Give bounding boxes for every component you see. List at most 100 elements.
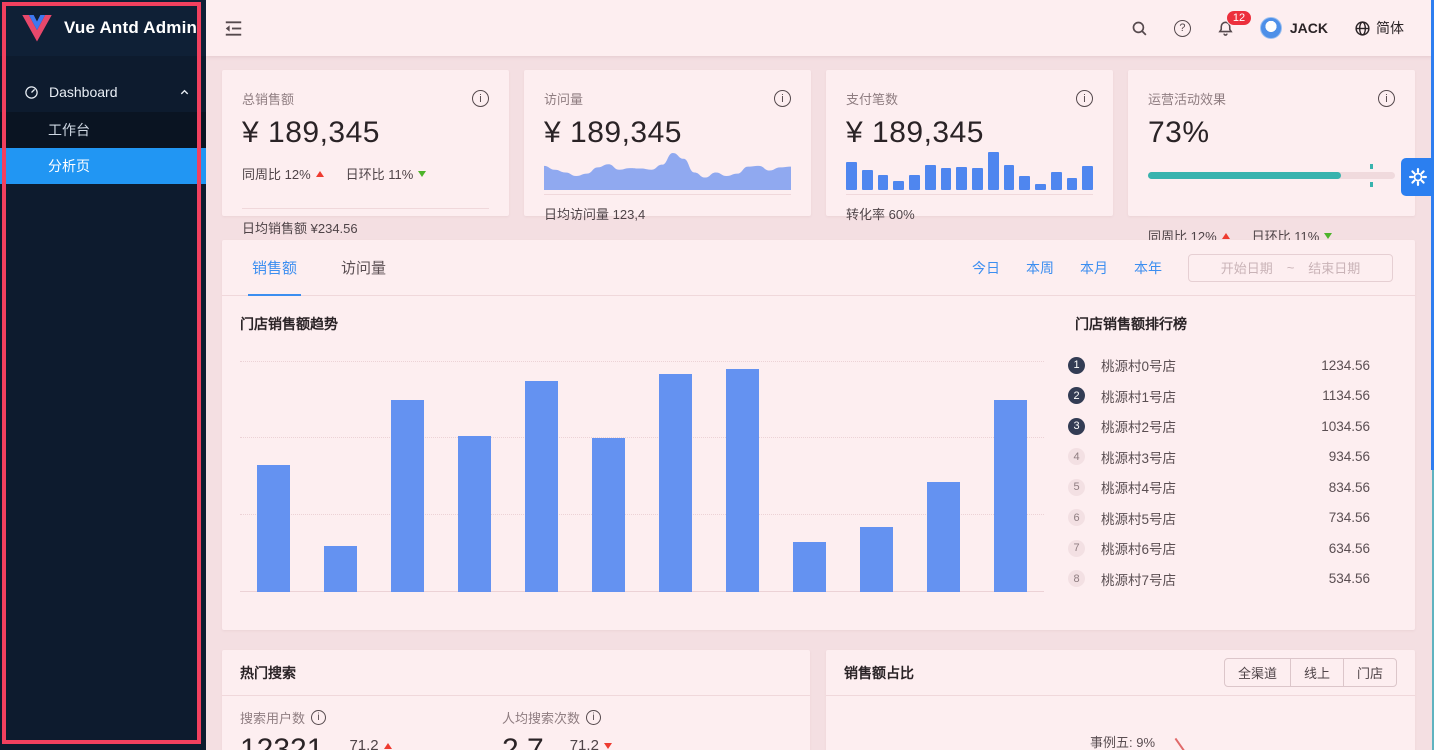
rank-store-name: 桃源村6号店 xyxy=(1101,542,1177,558)
language-switcher[interactable]: 简体 xyxy=(1354,18,1404,38)
app-title: Vue Antd Admin xyxy=(64,18,198,37)
sidebar: Vue Antd Admin Dashboard 工作台 分析页 xyxy=(0,0,206,750)
rank-store-name: 桃源村2号店 xyxy=(1101,420,1177,436)
sidebar-subitem-label: 分析页 xyxy=(48,158,90,174)
mini-bar xyxy=(846,162,857,190)
search-button[interactable] xyxy=(1131,20,1148,37)
tab-visits[interactable]: 访问量 xyxy=(341,260,387,277)
info-icon[interactable]: i xyxy=(586,710,602,725)
rank-badge: 7 xyxy=(1068,539,1085,557)
rank-store-value: 834.56 xyxy=(1328,479,1370,495)
rank-badge: 2 xyxy=(1068,387,1085,405)
mini-bar xyxy=(877,174,889,190)
range-link[interactable]: 今日 xyxy=(972,259,1000,276)
notifications-button[interactable]: 12 xyxy=(1217,10,1253,37)
metric-search-users: 搜索用户数 i 12321 71.2 xyxy=(240,708,392,750)
info-icon[interactable]: i xyxy=(1378,90,1395,107)
logo-row[interactable]: Vue Antd Admin xyxy=(0,0,206,56)
channel-button[interactable]: 线上 xyxy=(1289,658,1344,687)
mini-bar xyxy=(924,165,936,190)
rank-store-name: 桃源村7号店 xyxy=(1101,572,1177,588)
top-header: ? 12 JACK 简体 xyxy=(206,0,1434,56)
bar xyxy=(860,527,893,592)
stat-value: ¥ 189,345 xyxy=(242,116,380,149)
bar xyxy=(994,400,1027,592)
range-link[interactable]: 本月 xyxy=(1080,259,1108,276)
hot-search-card: 热门搜索 搜索用户数 i 12321 71.2 人均搜索次数 i 2.7 71.2 xyxy=(222,650,810,750)
trend-down-icon xyxy=(418,170,427,177)
sales-panel: 销售额 访问量 今日 本周 本月 本年 开始日期 ~ 结束日期 门店销售额趋势 门店销… xyxy=(222,240,1415,630)
sidebar-item-workbench[interactable]: 工作台 xyxy=(0,112,206,148)
stat-footer: 转化率 60% xyxy=(846,207,915,222)
rank-store-name: 桃源村5号店 xyxy=(1101,511,1177,527)
mini-bar xyxy=(956,166,967,190)
stat-card-campaign: 运营活动效果 i 73% 同周比 12% 日环比 11% xyxy=(1128,70,1415,244)
rank-row: 7 桃源村6号店 634.56 xyxy=(1068,533,1370,564)
mini-bar xyxy=(861,170,873,190)
date-start-placeholder: 开始日期 xyxy=(1220,261,1273,276)
help-button[interactable]: ? xyxy=(1173,19,1191,37)
stat-value: 73% xyxy=(1148,116,1210,149)
rank-store-value: 534.56 xyxy=(1328,571,1370,587)
mini-bar xyxy=(1066,178,1078,190)
rank-row: 8 桃源村7号店 534.56 xyxy=(1068,564,1370,595)
trend-item: 日环比 11% xyxy=(346,164,427,183)
rank-badge: 1 xyxy=(1068,356,1085,374)
range-link[interactable]: 本周 xyxy=(1026,259,1054,276)
rank-store-name: 桃源村4号店 xyxy=(1101,481,1177,497)
stat-value: ¥ 189,345 xyxy=(846,116,984,149)
bar xyxy=(927,481,960,592)
mini-bar xyxy=(1035,184,1046,190)
metric-search-per-user: 人均搜索次数 i 2.7 71.2 xyxy=(502,708,612,750)
store-sales-ranking: 门店销售额排行榜 1 桃源村0号店 1234.56 2 桃源村1号店 1134.56 3 桃源… xyxy=(1068,314,1370,594)
info-icon[interactable]: i xyxy=(774,90,791,107)
rank-store-name: 桃源村3号店 xyxy=(1101,450,1177,466)
trend-up-icon xyxy=(383,742,392,749)
info-icon[interactable]: i xyxy=(311,710,327,725)
bar xyxy=(391,400,424,592)
tab-sales[interactable]: 销售额 xyxy=(247,240,302,296)
card-title: 热门搜索 xyxy=(240,664,296,681)
settings-drawer-button[interactable] xyxy=(1401,158,1434,196)
rank-row: 2 桃源村1号店 1134.56 xyxy=(1068,381,1370,412)
rank-store-value: 1134.56 xyxy=(1322,388,1370,404)
rank-store-name: 桃源村0号店 xyxy=(1101,359,1177,375)
bar xyxy=(592,438,625,592)
sidebar-item-analysis[interactable]: 分析页 xyxy=(0,148,206,184)
language-label: 简体 xyxy=(1376,20,1404,36)
bar xyxy=(659,373,692,592)
mini-bar xyxy=(1003,165,1015,190)
rank-row: 5 桃源村4号店 834.56 xyxy=(1068,472,1370,503)
mini-bar xyxy=(909,174,920,190)
sidebar-collapse-button[interactable] xyxy=(224,20,243,37)
info-icon[interactable]: i xyxy=(472,90,489,107)
rank-store-name: 桃源村1号店 xyxy=(1101,389,1177,405)
rank-row: 1 桃源村0号店 1234.56 xyxy=(1068,350,1370,381)
range-link[interactable]: 本年 xyxy=(1134,259,1162,276)
store-sales-bar-chart[interactable] xyxy=(240,346,1044,592)
user-menu[interactable]: JACK xyxy=(1259,17,1328,39)
rank-row: 3 桃源村2号店 1034.56 xyxy=(1068,411,1370,442)
search-icon xyxy=(1132,21,1147,35)
rank-store-value: 634.56 xyxy=(1328,540,1370,556)
visits-area-chart xyxy=(544,152,791,190)
pie-label-leader-line xyxy=(1174,737,1186,750)
info-icon[interactable]: i xyxy=(1076,90,1093,107)
trend-up-icon xyxy=(315,170,324,177)
rank-store-value: 934.56 xyxy=(1328,449,1370,465)
scrollbar-thumb[interactable] xyxy=(1431,0,1434,470)
sales-tabbar: 销售额 访问量 今日 本周 本月 本年 开始日期 ~ 结束日期 xyxy=(222,240,1415,296)
rank-badge: 5 xyxy=(1068,478,1085,496)
date-range-picker[interactable]: 开始日期 ~ 结束日期 xyxy=(1188,253,1393,282)
stat-title: 运营活动效果 xyxy=(1148,92,1227,107)
trend-item: 同周比 12% xyxy=(242,164,324,183)
globe-icon xyxy=(1355,20,1370,36)
sidebar-item-dashboard[interactable]: Dashboard xyxy=(0,72,206,112)
stat-card-payments: 支付笔数 i ¥ 189,345 转化率 60% xyxy=(826,70,1113,222)
channel-button[interactable]: 全渠道 xyxy=(1223,658,1291,687)
channel-button[interactable]: 门店 xyxy=(1342,658,1397,687)
rank-store-value: 1234.56 xyxy=(1321,357,1370,373)
date-end-placeholder: 结束日期 xyxy=(1308,261,1361,276)
question-circle-icon: ? xyxy=(1173,19,1191,37)
rank-store-value: 734.56 xyxy=(1328,510,1370,526)
